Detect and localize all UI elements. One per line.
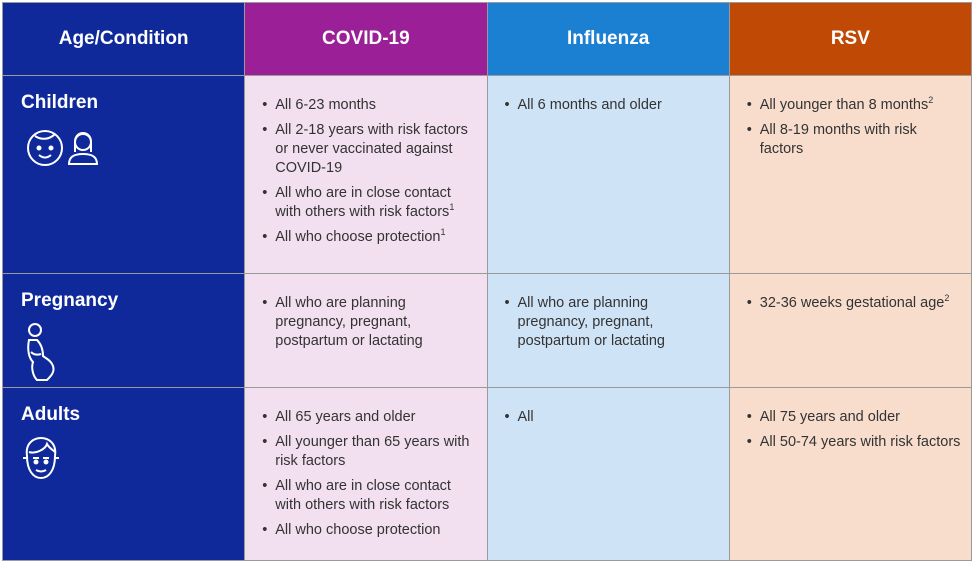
list-item: All 75 years and older bbox=[744, 408, 961, 427]
item-text: All 2-18 years with risk factors or neve… bbox=[275, 122, 468, 176]
bullet-list: All 75 years and older All 50-74 years wi… bbox=[744, 408, 961, 452]
header-row: Age/Condition COVID-19 Influenza RSV bbox=[1, 2, 973, 76]
table-row: Adults All 65 years and older All younger … bbox=[1, 387, 973, 561]
table-cell: All 65 years and older All younger than 6… bbox=[244, 387, 488, 561]
table-cell: All bbox=[486, 387, 730, 561]
table-cell: All who are planning pregnancy, pregnant… bbox=[486, 273, 730, 388]
item-text: All 8-19 months with risk factors bbox=[759, 122, 917, 157]
list-item: All who are in close contact with others… bbox=[259, 477, 476, 515]
footnote-ref: 2 bbox=[928, 95, 934, 106]
bullet-list: All bbox=[502, 408, 719, 427]
list-item: All who are planning pregnancy, pregnant… bbox=[259, 294, 476, 351]
table-body: Children All 6-23 months All 2-18 years wi… bbox=[1, 75, 973, 561]
row-label: Adults bbox=[21, 404, 81, 425]
item-text: All 75 years and older bbox=[759, 409, 900, 425]
list-item: All who are planning pregnancy, pregnant… bbox=[502, 294, 719, 351]
bullet-list: All who are planning pregnancy, pregnant… bbox=[259, 294, 476, 351]
column-header: Age/Condition bbox=[1, 2, 246, 76]
list-item: All 50-74 years with risk factors bbox=[744, 433, 961, 452]
list-item: All who are in close contact with others… bbox=[259, 184, 476, 222]
list-item: All 8-19 months with risk factors bbox=[744, 121, 961, 159]
bullet-list: All 6 months and older bbox=[502, 96, 719, 115]
table-row: Pregnancy All who are planning pregnancy,… bbox=[1, 273, 973, 388]
list-item: All younger than 8 months2 bbox=[744, 96, 961, 115]
column-header: Influenza bbox=[486, 2, 730, 76]
column-header: COVID-19 bbox=[244, 2, 488, 76]
bullet-list: 32-36 weeks gestational age2 bbox=[744, 294, 961, 313]
row-label-cell: Children bbox=[1, 75, 246, 274]
list-item: All 2-18 years with risk factors or neve… bbox=[259, 121, 476, 178]
row-label: Children bbox=[21, 92, 99, 113]
list-item: All who choose protection1 bbox=[259, 228, 476, 247]
list-item: All 6 months and older bbox=[502, 96, 719, 115]
table-row: Children All 6-23 months All 2-18 years wi… bbox=[1, 75, 973, 274]
table-cell: All 75 years and older All 50-74 years wi… bbox=[728, 387, 973, 561]
bullet-list: All 65 years and older All younger than 6… bbox=[259, 408, 476, 540]
table-cell: All younger than 8 months2 All 8-19 month… bbox=[728, 75, 973, 274]
table-cell: All who are planning pregnancy, pregnant… bbox=[244, 273, 488, 388]
item-text: All 6 months and older bbox=[517, 97, 662, 113]
item-text: All younger than 65 years with risk fact… bbox=[275, 434, 470, 469]
item-text: All who choose protection bbox=[275, 522, 441, 538]
item-text: All 6-23 months bbox=[275, 97, 376, 113]
list-item: All 65 years and older bbox=[259, 408, 476, 427]
row-label: Pregnancy bbox=[21, 290, 119, 311]
footnote-ref: 1 bbox=[440, 227, 446, 238]
row-label-cell: Adults bbox=[1, 387, 246, 561]
table-header: Age/Condition COVID-19 Influenza RSV bbox=[1, 2, 973, 76]
item-text: All bbox=[517, 409, 534, 425]
column-header: RSV bbox=[728, 2, 973, 76]
item-text: All who choose protection bbox=[275, 229, 441, 245]
list-item: All bbox=[502, 408, 719, 427]
adult-icon bbox=[23, 436, 59, 480]
item-text: All 65 years and older bbox=[275, 409, 416, 425]
list-item: All who choose protection bbox=[259, 521, 476, 540]
item-text: All who are planning pregnancy, pregnant… bbox=[275, 295, 423, 349]
item-text: All 50-74 years with risk factors bbox=[759, 434, 961, 450]
footnote-ref: 1 bbox=[449, 202, 455, 213]
table-cell: All 6-23 months All 2-18 years with risk … bbox=[244, 75, 488, 274]
list-item: All 6-23 months bbox=[259, 96, 476, 115]
item-text: 32-36 weeks gestational age bbox=[759, 295, 945, 311]
list-item: All younger than 65 years with risk fact… bbox=[259, 433, 476, 471]
row-label-cell: Pregnancy bbox=[1, 273, 246, 388]
table-cell: 32-36 weeks gestational age2 bbox=[728, 273, 973, 388]
bullet-list: All younger than 8 months2 All 8-19 month… bbox=[744, 96, 961, 159]
item-text: All younger than 8 months bbox=[759, 97, 929, 113]
children-icon bbox=[27, 130, 99, 166]
item-text: All who are in close contact with others… bbox=[275, 185, 451, 220]
list-item: 32-36 weeks gestational age2 bbox=[744, 294, 961, 313]
bullet-list: All who are planning pregnancy, pregnant… bbox=[502, 294, 719, 351]
table-cell: All 6 months and older bbox=[486, 75, 730, 274]
bullet-list: All 6-23 months All 2-18 years with risk … bbox=[259, 96, 476, 247]
item-text: All who are in close contact with others… bbox=[275, 478, 451, 513]
pregnancy-icon bbox=[27, 323, 55, 381]
item-text: All who are planning pregnancy, pregnant… bbox=[517, 295, 666, 349]
footnote-ref: 2 bbox=[944, 293, 950, 304]
